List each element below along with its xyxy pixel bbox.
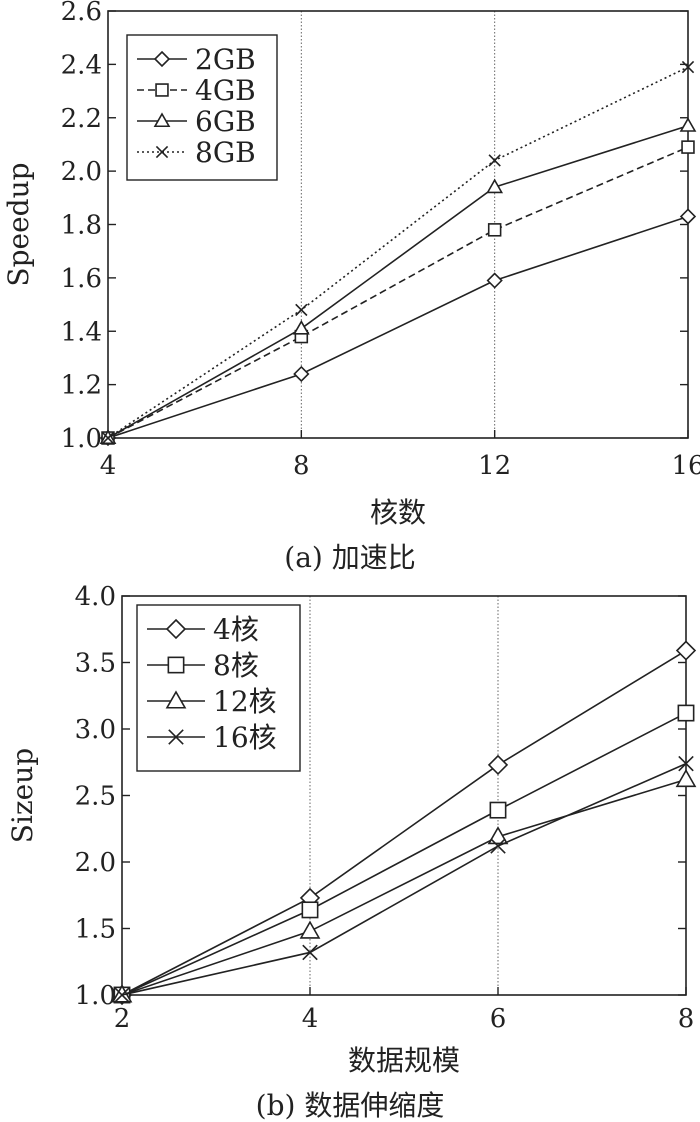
chart2-y-axis-label: Sizeup bbox=[6, 748, 39, 843]
chart1-series-1-point-3 bbox=[681, 140, 695, 154]
chart1-legend-marker-1 bbox=[155, 83, 169, 97]
chart2-series-2-point-3 bbox=[675, 768, 697, 788]
chart2-series-3-point-0 bbox=[114, 987, 130, 1003]
chart1-series-1-line bbox=[107, 146, 689, 439]
chart2-series-3-point-1-b bbox=[302, 944, 318, 961]
chart2-series-0-point-2 bbox=[487, 754, 509, 776]
chart1-series-3-point-3-b bbox=[681, 60, 695, 74]
chart1-legend-label-3: 8GB bbox=[195, 136, 256, 169]
chart1-ytick-label-7: 2.4 bbox=[61, 50, 102, 80]
chart2-series-2-point-2 bbox=[487, 826, 509, 845]
chart2-series-3-line bbox=[121, 762, 687, 996]
chart2-xtick-label-0: 2 bbox=[114, 1004, 131, 1034]
chart2-ytick-label-6: 4.0 bbox=[75, 582, 116, 612]
chart1-legend-label-1: 4GB bbox=[195, 74, 256, 107]
chart1-series-2-point-1 bbox=[292, 319, 310, 335]
chart1-legend-marker-3 bbox=[155, 145, 169, 159]
chart2-legend-marker-0 bbox=[165, 618, 187, 640]
chart2-series-3-point-2-b bbox=[490, 838, 506, 854]
chart2-ytick-label-3: 2.5 bbox=[75, 782, 116, 812]
chart1-ytick-label-5: 2.0 bbox=[61, 157, 102, 187]
chart1-series-3-point-0-b bbox=[101, 431, 115, 445]
chart1-series-3-point-1 bbox=[295, 303, 308, 317]
chart2-series-1-line bbox=[121, 712, 687, 996]
chart2-series-1-point-3 bbox=[677, 704, 695, 722]
chart2-series-1-point-2 bbox=[489, 801, 507, 819]
chart2-xtick-label-1: 4 bbox=[302, 1004, 319, 1034]
chart1-series-1-point-2 bbox=[487, 223, 502, 237]
chart2-series-2-line bbox=[121, 778, 687, 996]
chart2-ytick-label-4: 3.0 bbox=[75, 715, 116, 745]
chart2-ytick-label-1: 1.5 bbox=[75, 915, 116, 945]
chart2-series-3-point-3-b bbox=[678, 755, 694, 772]
chart1-ytick-label-4: 1.8 bbox=[61, 211, 102, 241]
chart1-ytick-label-8: 2.6 bbox=[61, 0, 102, 27]
chart2-legend-label-3: 16核 bbox=[213, 721, 277, 754]
chart2-xtick-label-2: 6 bbox=[490, 1004, 507, 1034]
chart1-legend-marker-0 bbox=[153, 50, 171, 68]
chart2-legend-marker-3-b bbox=[168, 729, 184, 745]
chart2-legend-box bbox=[136, 604, 301, 772]
chart2-series-3-point-2 bbox=[490, 838, 506, 854]
chart1-series-0-point-1 bbox=[293, 365, 310, 383]
chart1-ytick-label-1: 1.2 bbox=[61, 371, 102, 401]
chart1-legend-marker-2 bbox=[153, 112, 171, 128]
chart1-series-3-point-2-b bbox=[488, 154, 501, 167]
chart1-series-3-point-3 bbox=[681, 60, 695, 74]
chart1-legend-label-2: 6GB bbox=[195, 105, 256, 138]
chart2-x-axis-label: 数据规模 bbox=[348, 1044, 460, 1077]
chart2-legend-marker-2 bbox=[165, 690, 187, 709]
chart2-ytick-label-5: 3.5 bbox=[75, 649, 116, 679]
chart1-series-2-point-2 bbox=[486, 178, 504, 194]
chart2-legend-label-1: 8核 bbox=[213, 649, 259, 682]
chart2-series-2-point-1 bbox=[299, 920, 321, 939]
chart1-caption: (a) 加速比 bbox=[284, 541, 415, 574]
chart1-series-0-line bbox=[107, 215, 689, 439]
chart1-legend-label-0: 2GB bbox=[195, 43, 256, 76]
chart1-series-3-point-2 bbox=[488, 154, 501, 167]
chart1-xtick-label-1: 8 bbox=[293, 451, 310, 481]
chart1-xtick-label-0: 4 bbox=[100, 451, 117, 481]
chart1-series-2-line bbox=[107, 124, 689, 439]
chart1-xtick-label-3: 16 bbox=[671, 451, 700, 481]
chart2-caption: (b) 数据伸缩度 bbox=[256, 1089, 445, 1122]
chart1-xtick-label-2: 12 bbox=[478, 451, 511, 481]
chart1-ytick-label-2: 1.4 bbox=[61, 317, 102, 347]
chart1-ytick-label-3: 1.6 bbox=[61, 264, 102, 294]
chart2-series-3-point-3 bbox=[678, 755, 694, 772]
chart2-series-3-point-1 bbox=[302, 944, 318, 961]
chart1-y-axis-label: Speedup bbox=[2, 162, 35, 286]
chart2-series-0-line bbox=[121, 649, 687, 996]
chart1-series-3-point-1-b bbox=[295, 303, 308, 317]
chart2-legend-label-0: 4核 bbox=[213, 613, 259, 646]
chart2-legend-label-2: 12核 bbox=[213, 685, 277, 718]
chart1-series-3-point-0 bbox=[101, 431, 115, 445]
chart2-legend-marker-3 bbox=[168, 729, 184, 745]
chart1-series-0-point-3 bbox=[679, 208, 697, 225]
chart2-series-0-point-3 bbox=[675, 640, 697, 661]
chart1-series-2-point-3 bbox=[679, 117, 697, 132]
chart2-ytick-label-0: 1.0 bbox=[75, 981, 116, 1011]
chart2-series-1-point-1 bbox=[301, 901, 319, 919]
chart1-ytick-label-0: 1.0 bbox=[61, 424, 102, 454]
chart2-ytick-label-2: 2.0 bbox=[75, 848, 116, 878]
chart1-x-axis-label: 核数 bbox=[370, 496, 426, 529]
chart1-ytick-label-6: 2.2 bbox=[61, 104, 102, 134]
chart2-legend-marker-1 bbox=[167, 656, 185, 674]
chart2-series-3-point-0-b bbox=[114, 987, 130, 1003]
chart1-series-3-line bbox=[107, 66, 689, 439]
chart1-series-0-point-2 bbox=[486, 272, 503, 289]
chart1-legend-marker-3-b bbox=[155, 145, 169, 159]
chart2-xtick-label-3: 8 bbox=[678, 1004, 695, 1034]
